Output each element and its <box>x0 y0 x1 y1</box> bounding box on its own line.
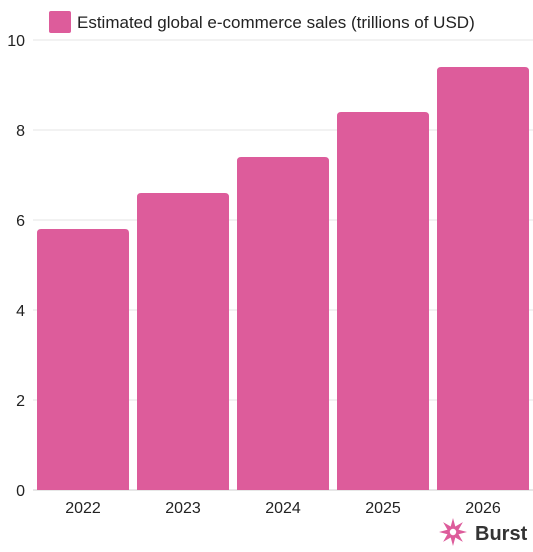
x-tick-label: 2025 <box>365 500 401 517</box>
legend-label: Estimated global e-commerce sales (trill… <box>77 13 475 32</box>
x-tick-label: 2022 <box>65 500 101 517</box>
x-tick-label: 2024 <box>265 500 301 517</box>
y-tick-label: 6 <box>16 213 25 230</box>
brand-logo: Burst <box>439 518 528 546</box>
legend: Estimated global e-commerce sales (trill… <box>49 11 475 33</box>
bar-2022 <box>37 229 129 490</box>
x-axis-ticks: 2022 2023 2024 2025 2026 <box>65 500 501 517</box>
x-tick-label: 2023 <box>165 500 201 517</box>
x-tick-label: 2026 <box>465 500 501 517</box>
bar-2025 <box>337 112 429 490</box>
y-tick-label: 2 <box>16 393 25 410</box>
y-tick-label: 0 <box>16 483 25 500</box>
y-axis-ticks: 0 2 4 6 8 10 <box>7 33 25 500</box>
legend-swatch <box>49 11 71 33</box>
bar-2024 <box>237 157 329 490</box>
bar-2023 <box>137 193 229 490</box>
y-tick-label: 8 <box>16 123 25 140</box>
burst-star-icon <box>439 518 467 546</box>
y-tick-label: 4 <box>16 303 25 320</box>
bars <box>37 67 529 490</box>
brand-name: Burst <box>475 523 528 545</box>
y-tick-label: 10 <box>7 33 25 50</box>
bar-2026 <box>437 67 529 490</box>
